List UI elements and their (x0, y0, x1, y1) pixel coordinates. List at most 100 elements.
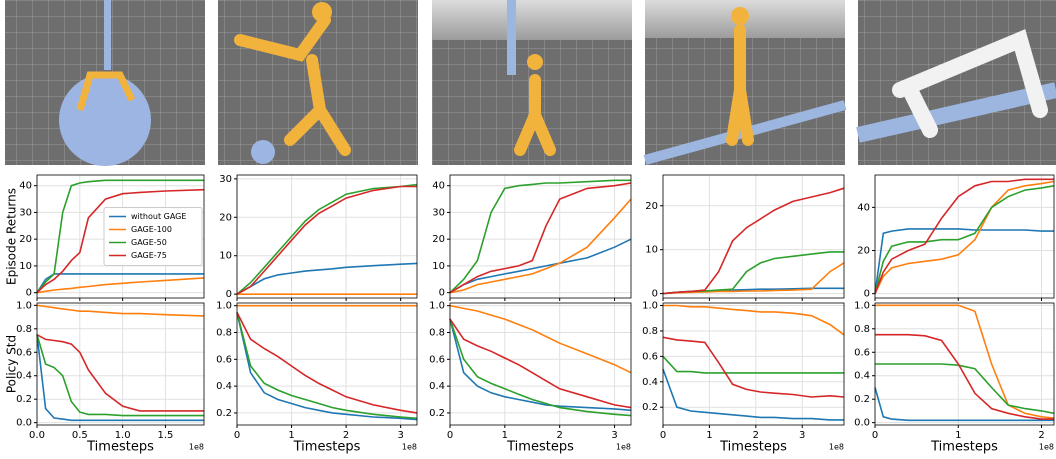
plot-frame (450, 303, 631, 425)
x-tick-label: 3 (611, 430, 617, 441)
legend-label: without GAGE (131, 212, 186, 221)
x-tick-label: 0 (872, 430, 878, 441)
y-tick-label: 0.2 (216, 408, 232, 419)
legend-label: GAGE-75 (131, 251, 167, 260)
y-tick-label: 0.6 (216, 354, 232, 365)
y-tick-label: 10 (645, 245, 658, 256)
x-tick-label: 2 (1038, 430, 1044, 441)
legend-label: GAGE-50 (131, 238, 167, 247)
series-line (663, 356, 844, 373)
series-line (663, 188, 844, 293)
series-line (37, 335, 204, 416)
x-tick-label: 1 (706, 430, 712, 441)
y-tick-label: 0.4 (642, 377, 658, 388)
y-tick-label: 0.8 (216, 327, 232, 338)
y-tick-label: 1.0 (854, 300, 870, 311)
x-tick-label: 0.0 (29, 430, 45, 441)
series-line (875, 335, 1054, 419)
y-tick-label: 20 (432, 234, 445, 245)
y-tick-label: 1.0 (216, 301, 232, 312)
y-tick-label: 0 (864, 289, 870, 300)
series-line (237, 185, 417, 295)
figure: 010203040Episode Returnswithout GAGEGAGE… (0, 0, 1056, 455)
y-tick-label: 0.2 (854, 394, 870, 405)
series-line (875, 388, 1054, 421)
y-tick-label: 0.4 (854, 371, 870, 382)
y-tick-label: 0.2 (16, 394, 32, 405)
series-line (875, 229, 1054, 294)
y-tick-label: 0 (26, 288, 32, 299)
y-tick-label: 0.2 (642, 402, 658, 413)
y-tick-label: 30 (219, 174, 232, 185)
y-tick-label: 0.8 (642, 326, 658, 337)
plot-frame (663, 175, 844, 298)
series-line (237, 312, 417, 413)
y-tick-label: 0.0 (854, 418, 870, 429)
y-tick-label: 10 (219, 251, 232, 262)
y-tick-label: 0.2 (429, 408, 445, 419)
series-line (237, 312, 417, 418)
series-line (37, 278, 204, 293)
x-offset-label: 1e8 (402, 443, 417, 452)
y-tick-label: 40 (857, 202, 870, 213)
y-tick-label: 0.8 (16, 324, 32, 335)
series-line (663, 306, 844, 335)
y-tick-label: 0.4 (429, 381, 445, 392)
scene-images (5, 0, 1056, 166)
y-tick-label: 0.6 (642, 351, 658, 362)
y-tick-label: 10 (19, 261, 32, 272)
series-line (37, 305, 204, 316)
x-offset-label: 1e8 (1039, 443, 1054, 452)
x-axis-label: Timesteps (930, 440, 998, 455)
x-tick-label: 0.5 (72, 430, 88, 441)
x-axis-label: Timesteps (293, 440, 361, 455)
x-tick-label: 0 (234, 430, 240, 441)
y-tick-label: 40 (19, 181, 32, 192)
x-offset-label: 1e8 (616, 443, 631, 452)
y-tick-label: 0.4 (216, 381, 232, 392)
series-line (37, 335, 204, 421)
x-tick-label: 0 (447, 430, 453, 441)
series-line (663, 337, 844, 397)
x-offset-label: 1e8 (829, 443, 844, 452)
series-line (450, 306, 631, 373)
y-tick-label: 20 (19, 234, 32, 245)
x-offset-label: 1e8 (189, 443, 204, 452)
x-axis-label: Timesteps (719, 440, 787, 455)
x-tick-label: 0 (660, 430, 666, 441)
series-line (237, 312, 417, 419)
series-line (875, 305, 1054, 418)
y-tick-label: 0.8 (854, 324, 870, 335)
y-axis-label: Episode Returns (5, 188, 19, 285)
y-tick-label: 20 (857, 246, 870, 257)
y-tick-label: 40 (432, 181, 445, 192)
y-tick-label: 0.8 (429, 327, 445, 338)
y-axis-label: Policy Std (5, 335, 19, 393)
x-tick-label: 1.5 (158, 430, 174, 441)
plot-frame (663, 303, 844, 425)
y-tick-label: 0.6 (429, 354, 445, 365)
x-axis-label: Timesteps (86, 440, 154, 455)
series-line (875, 364, 1054, 413)
y-tick-label: 30 (19, 207, 32, 218)
series-line (450, 183, 631, 293)
series-line (663, 252, 844, 294)
y-tick-label: 1.0 (16, 300, 32, 311)
series-line (875, 186, 1054, 294)
plot-frame (37, 303, 204, 425)
series-line (663, 369, 844, 420)
y-tick-label: 0 (652, 289, 658, 300)
y-tick-label: 20 (219, 212, 232, 223)
legend: without GAGE GAGE-100 GAGE-50 GAGE-75 (104, 208, 202, 266)
series-line (237, 187, 417, 295)
legend-label: GAGE-100 (131, 225, 172, 234)
y-tick-label: 0 (439, 288, 445, 299)
y-tick-label: 1.0 (642, 301, 658, 312)
y-tick-label: 0.6 (854, 347, 870, 358)
x-tick-label: 3 (397, 430, 403, 441)
y-tick-label: 30 (432, 207, 445, 218)
y-tick-label: 0 (226, 289, 232, 300)
y-tick-label: 20 (645, 201, 658, 212)
x-tick-label: 3 (799, 430, 805, 441)
y-tick-label: 1.0 (429, 301, 445, 312)
